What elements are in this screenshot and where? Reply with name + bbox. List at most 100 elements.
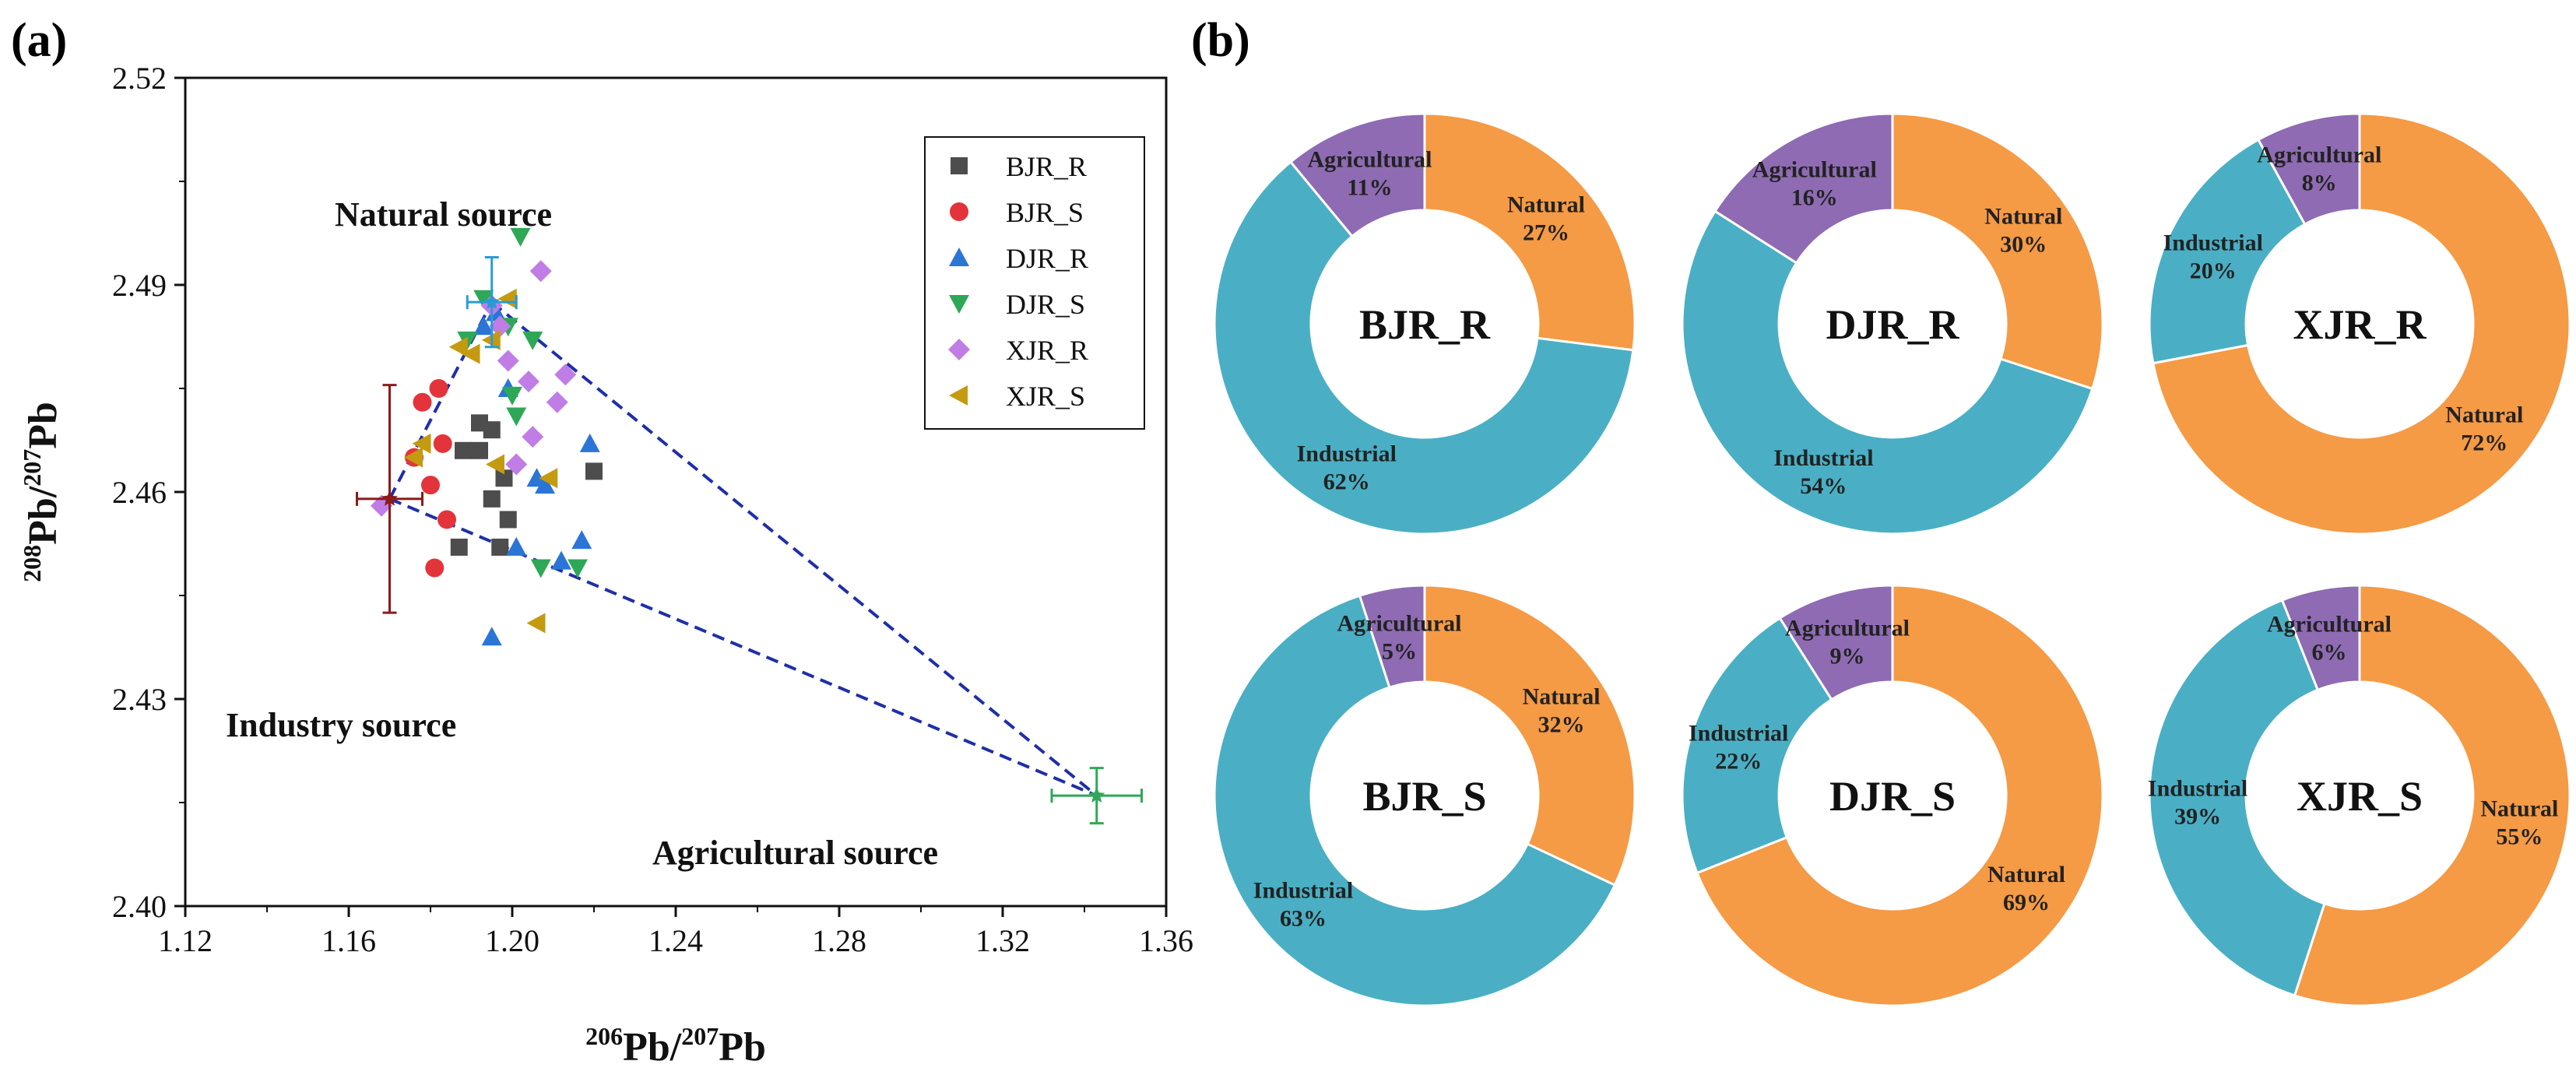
- scatter-point: [506, 536, 527, 556]
- x-tick-label: 1.16: [322, 923, 376, 958]
- x-tick-label: 1.12: [158, 923, 213, 958]
- scatter-point: [481, 627, 502, 646]
- y-tick-label: 2.52: [112, 61, 167, 96]
- donut-label-industrial: Industrial: [1297, 441, 1397, 466]
- x-tick-label: 1.24: [648, 923, 703, 958]
- donut-label-agricultural: Agricultural: [1752, 157, 1877, 183]
- donut-label-natural: Natural: [1987, 862, 2065, 887]
- panel-b-label: (b): [1191, 14, 1250, 67]
- x-axis-sup2: 207: [681, 1022, 719, 1050]
- scatter-point: [497, 350, 519, 372]
- donut-percent-natural: 55%: [2496, 824, 2543, 850]
- legend-label: XJR_R: [1006, 335, 1088, 366]
- donut-label-industrial: Industrial: [1773, 445, 1873, 471]
- donut-center-label: DJR_S: [1829, 773, 1956, 820]
- x-axis-sup1: 206: [585, 1022, 623, 1050]
- donut-slice-agricultural: [1778, 584, 1894, 701]
- x-tick-label: 1.36: [1139, 923, 1193, 958]
- donut-percent-agricultural: 6%: [2312, 640, 2347, 666]
- scatter-point: [421, 476, 440, 495]
- y-axis-end: Pb: [21, 402, 65, 449]
- scatter-point: [585, 462, 603, 480]
- donut-center-label: BJR_S: [1362, 773, 1486, 820]
- scatter-point: [471, 441, 488, 459]
- scatter-point: [438, 510, 456, 529]
- scatter-point: [495, 469, 513, 487]
- donut-label-natural: Natural: [1984, 204, 2062, 230]
- donut-label-industrial: Industrial: [2163, 230, 2263, 255]
- scatter-point: [568, 559, 588, 578]
- x-axis-end: Pb: [719, 1025, 766, 1070]
- donut-label-natural: Natural: [1507, 191, 1585, 217]
- donut-slice-industrial: [2148, 599, 2326, 997]
- scatter-point: [491, 538, 509, 556]
- scatter-plot: 1.12 1.16 1.20 1.24 1.28 1.32 1.36 2.402.432.4…: [18, 61, 1193, 1070]
- scatter-point: [529, 260, 552, 283]
- donut-slice-natural: [1423, 584, 1636, 887]
- legend-label: BJR_S: [1006, 197, 1084, 228]
- y-tick-label: 2.40: [112, 889, 167, 924]
- donut-slice-industrial: [1213, 160, 1635, 536]
- donut-percent-natural: 32%: [1538, 712, 1585, 738]
- scatter-point: [551, 550, 571, 570]
- scatter-point: [425, 558, 445, 578]
- scatter-point: [571, 530, 592, 550]
- x-axis-title: 206Pb/207Pb: [585, 1022, 766, 1070]
- donut-center-label: BJR_R: [1359, 301, 1491, 348]
- x-tick-label: 1.20: [485, 923, 539, 958]
- donut-percent-natural: 30%: [2000, 232, 2047, 258]
- x-axis-ticks: 1.12 1.16 1.20 1.24 1.28 1.32 1.36: [158, 906, 1193, 958]
- donut-percent-industrial: 62%: [1323, 469, 1370, 494]
- panel-a-label: (a): [11, 14, 67, 67]
- scatter-point: [546, 391, 568, 413]
- donut-slice-agricultural: [2280, 584, 2361, 692]
- y-axis-sup2: 207: [18, 449, 46, 487]
- scatter-point: [461, 343, 480, 364]
- endmember-industry: [356, 384, 423, 614]
- donut-label-agricultural: Agricultural: [2257, 142, 2381, 168]
- y-axis-title: 208Pb/207Pb: [18, 402, 65, 582]
- donut-slice-agricultural: [1713, 112, 1894, 265]
- annotation-natural-source: Natural source: [335, 195, 552, 234]
- scatter-point: [412, 433, 431, 454]
- scatter-point: [522, 331, 543, 350]
- legend-items: BJR_R BJR_S DJR_R DJR_S XJR_R XJR_S: [948, 151, 1088, 412]
- donut-label-agricultural: Agricultural: [1337, 611, 1462, 637]
- y-axis-sup1: 208: [18, 545, 46, 582]
- donut-label-natural: Natural: [2445, 402, 2523, 428]
- donut-percent-agricultural: 5%: [1382, 639, 1417, 665]
- y-tick-label: 2.46: [112, 475, 167, 510]
- legend-label: XJR_S: [1006, 381, 1085, 412]
- scatter-point: [505, 453, 528, 476]
- scatter-point: [413, 392, 432, 412]
- donut-percent-industrial: 22%: [1715, 749, 1762, 775]
- scatter-point: [510, 227, 531, 247]
- scatter-point: [506, 407, 527, 427]
- donut-percent-agricultural: 11%: [1347, 174, 1392, 200]
- scatter-point: [497, 288, 517, 309]
- scatter-point: [486, 454, 504, 475]
- scatter-point: [530, 559, 551, 578]
- legend-marker: [949, 295, 969, 314]
- donut-percent-industrial: 54%: [1800, 473, 1847, 499]
- donut-slice-natural: [2293, 584, 2571, 1007]
- donut-label-agricultural: Agricultural: [1308, 146, 1432, 172]
- x-axis-base: Pb/: [623, 1025, 682, 1070]
- scatter-point: [473, 316, 494, 335]
- legend: BJR_R BJR_S DJR_R DJR_S XJR_R XJR_S: [924, 136, 1145, 430]
- endmember-star: [483, 293, 501, 310]
- scatter-point: [499, 511, 517, 529]
- legend-box: [924, 136, 1145, 430]
- donut-percent-agricultural: 9%: [1830, 643, 1865, 669]
- scatter-point: [579, 433, 600, 452]
- y-axis-ticks: 2.40 2.43 2.46 2.49 2.52: [112, 61, 185, 924]
- donut-slice-agricultural: [1358, 584, 1426, 689]
- legend-marker: [949, 385, 968, 406]
- scatter-point: [429, 379, 448, 398]
- donut-label-natural: Natural: [2480, 796, 2558, 822]
- scatter-points: [371, 227, 603, 646]
